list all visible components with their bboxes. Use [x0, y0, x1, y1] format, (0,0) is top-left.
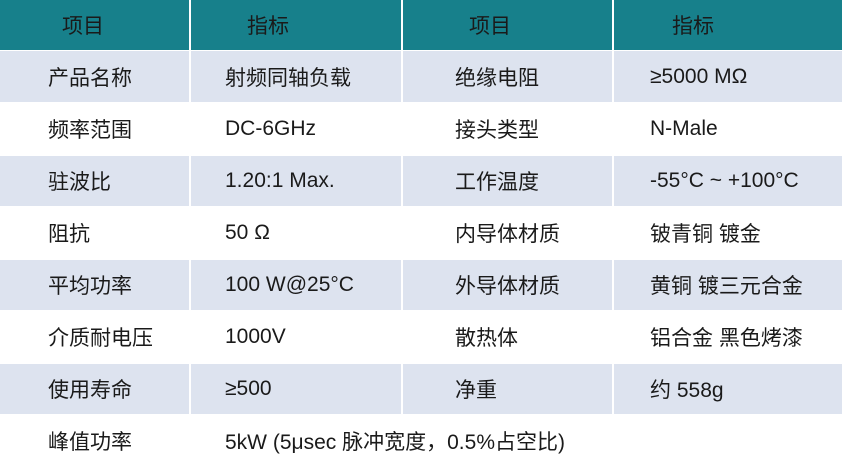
header-cell: 项目 — [0, 0, 189, 50]
table-cell: 铝合金 黑色烤漆 — [614, 312, 842, 362]
header-cell: 指标 — [614, 0, 842, 50]
table-cell: 介质耐电压 — [0, 312, 189, 362]
table-cell: 内导体材质 — [403, 208, 612, 258]
table-cell: 射频同轴负载 — [191, 51, 401, 102]
table-cell: 净重 — [403, 364, 612, 414]
table-cell: 100 W@25°C — [191, 260, 401, 310]
table-cell: 5kW (5μsec 脉冲宽度，0.5%占空比) — [191, 416, 842, 466]
table-cell: 黄铜 镀三元合金 — [614, 260, 842, 310]
table-cell: 散热体 — [403, 312, 612, 362]
table-cell: ≥500 — [191, 364, 401, 414]
table-cell: -55°C ~ +100°C — [614, 156, 842, 206]
table-cell: 使用寿命 — [0, 364, 189, 414]
table-cell: 平均功率 — [0, 260, 189, 310]
table-cell: 工作温度 — [403, 156, 612, 206]
table-cell: 驻波比 — [0, 156, 189, 206]
table-cell: 铍青铜 镀金 — [614, 208, 842, 258]
table-cell: 峰值功率 — [0, 416, 189, 466]
table-cell: 50 Ω — [191, 208, 401, 258]
header-cell: 指标 — [191, 0, 401, 50]
table-cell: 约 558g — [614, 364, 842, 414]
table-cell: 产品名称 — [0, 51, 189, 102]
header-cell: 项目 — [403, 0, 612, 50]
table-cell: 外导体材质 — [403, 260, 612, 310]
table-cell: ≥5000 MΩ — [614, 51, 842, 102]
table-cell: N-Male — [614, 104, 842, 154]
table-cell: DC-6GHz — [191, 104, 401, 154]
table-cell: 1000V — [191, 312, 401, 362]
table-cell: 频率范围 — [0, 104, 189, 154]
table-cell: 接头类型 — [403, 104, 612, 154]
table-cell: 阻抗 — [0, 208, 189, 258]
table-cell: 绝缘电阻 — [403, 51, 612, 102]
table-cell: 1.20:1 Max. — [191, 156, 401, 206]
